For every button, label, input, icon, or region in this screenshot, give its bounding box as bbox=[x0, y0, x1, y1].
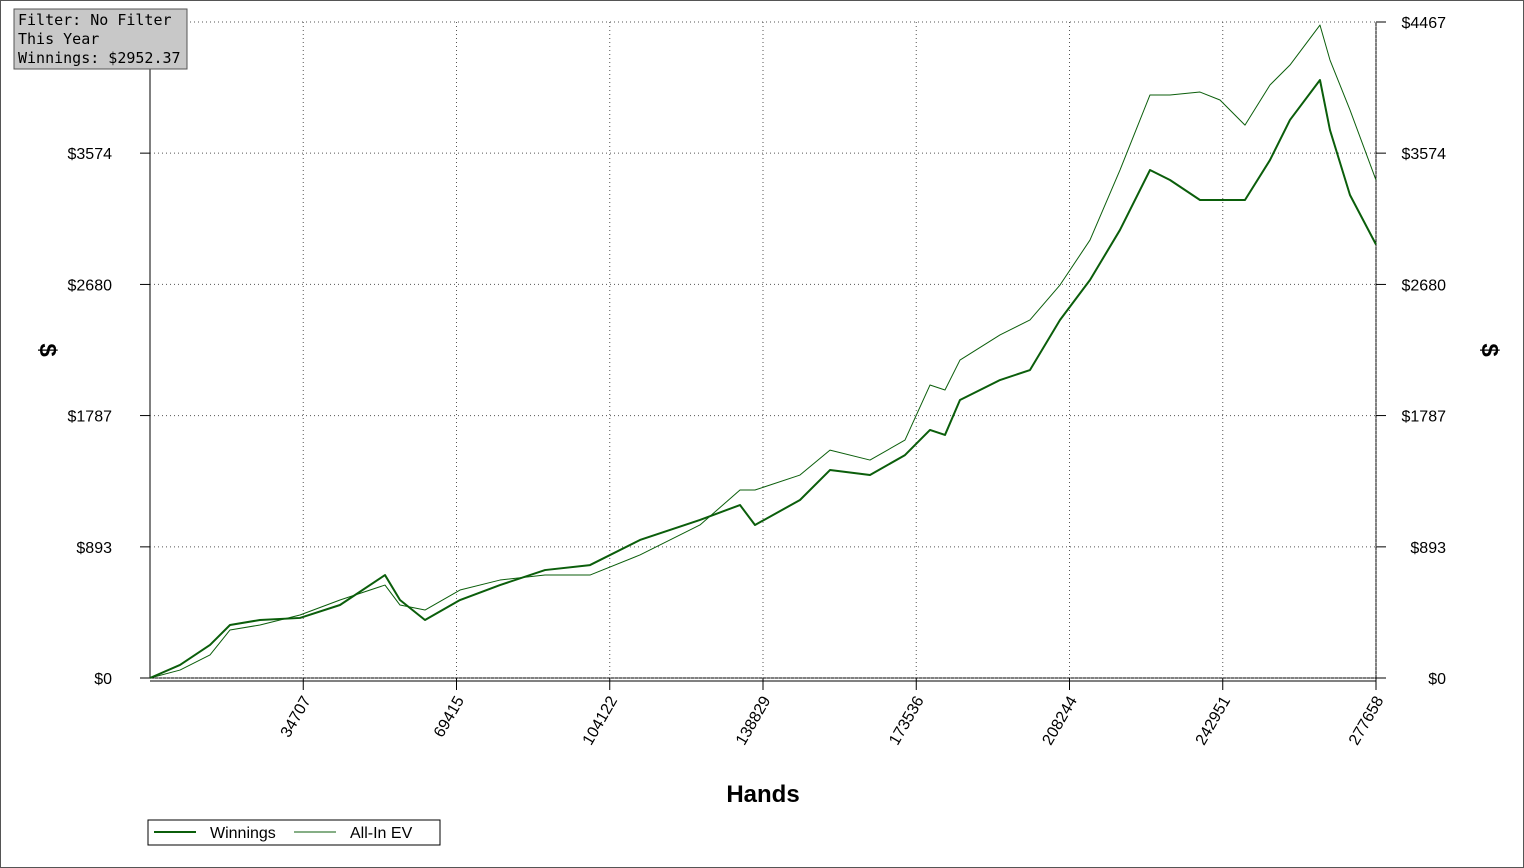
y-tick-label: $0 bbox=[94, 671, 112, 688]
y2-tick-label: $893 bbox=[1410, 540, 1446, 557]
info-line: This Year bbox=[18, 30, 99, 48]
info-line: Winnings: $2952.37 bbox=[18, 49, 181, 67]
y-tick-label: $1787 bbox=[68, 409, 113, 426]
y-axis-label: $ bbox=[34, 343, 61, 357]
series-line bbox=[149, 79, 1377, 679]
y-tick-label: $893 bbox=[76, 540, 112, 557]
info-box-bg bbox=[13, 8, 188, 70]
y2-tick-label: $4467 bbox=[1402, 15, 1447, 32]
y-tick-label: $3574 bbox=[68, 146, 113, 163]
y2-tick-label: $0 bbox=[1428, 671, 1446, 688]
y2-axis-label: $ bbox=[1476, 343, 1503, 357]
x-axis-label: Hands bbox=[726, 781, 799, 808]
legend-label: All-In EV bbox=[350, 825, 413, 842]
y-tick-label: $2680 bbox=[68, 277, 113, 294]
y2-tick-label: $1787 bbox=[1402, 409, 1447, 426]
y2-tick-label: $3574 bbox=[1402, 146, 1447, 163]
legend-label: Winnings bbox=[210, 825, 276, 842]
y2-tick-label: $2680 bbox=[1402, 277, 1447, 294]
info-line: Filter: No Filter bbox=[18, 11, 172, 29]
series-line bbox=[149, 24, 1377, 679]
